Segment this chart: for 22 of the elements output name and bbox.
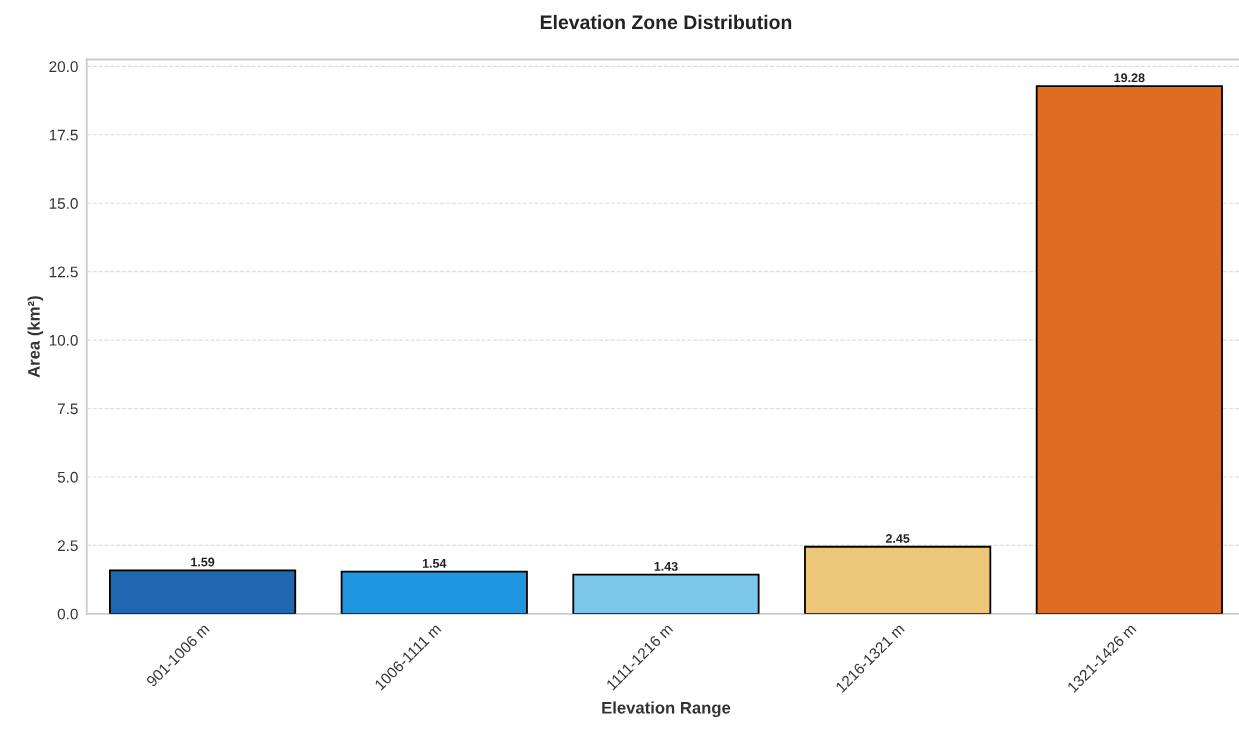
data-label: 1.54 [422,559,447,568]
y-tick-label: 15.0 [49,198,78,209]
bar [108,569,297,614]
y-tick-label: 5.0 [57,471,78,483]
bar [1035,85,1223,614]
bar [572,573,760,614]
data-label: 19.28 [1114,73,1145,83]
data-label: 2.45 [885,534,910,543]
y-tick-label: 0.0 [57,608,78,620]
bar [340,570,528,614]
y-tick-label: 20.0 [49,61,78,73]
y-tick-label: 10.0 [49,334,78,346]
data-label: 1.59 [191,557,215,567]
y-tick-label: 12.5 [49,266,78,278]
y-tick-label: 2.5 [57,540,78,552]
y-axis-title: Area (km²) [27,296,44,378]
y-tick-label: 17.5 [49,129,78,141]
data-label: 1.43 [654,561,678,571]
bar [804,545,992,614]
x-axis-title: Elevation Range [602,701,731,718]
chart-title: Elevation Zone Distribution [540,14,792,30]
y-tick-label: 7.5 [57,403,78,415]
